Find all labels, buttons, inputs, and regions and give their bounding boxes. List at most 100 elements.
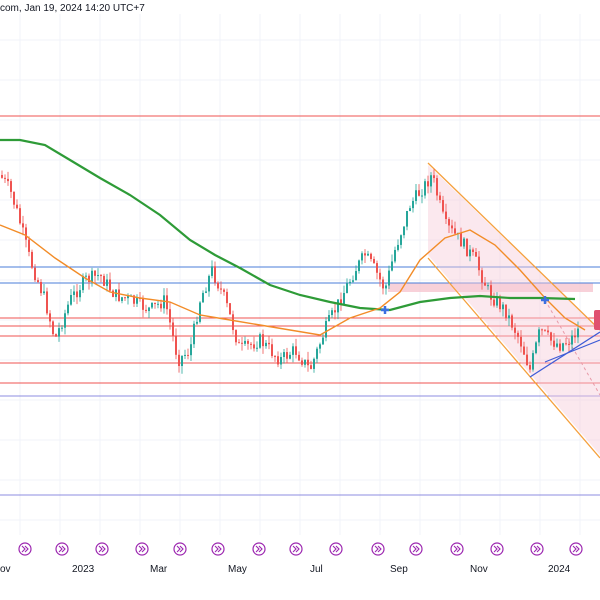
cross-marker — [381, 306, 389, 314]
candle-body — [55, 334, 57, 337]
candle-body — [310, 365, 312, 369]
candle-body — [109, 279, 111, 291]
candle-body — [475, 252, 477, 257]
candle-body — [349, 281, 351, 284]
candle-body — [136, 298, 138, 304]
candle-body — [70, 294, 72, 305]
candle-body — [151, 302, 153, 308]
candle-body — [379, 272, 381, 280]
candle-body — [535, 342, 537, 354]
candle-body — [304, 359, 306, 365]
candle-body — [16, 204, 18, 209]
x-tick-label: Nov — [470, 564, 488, 575]
double-chevron-icon — [533, 545, 541, 553]
candle-body — [331, 310, 333, 316]
candle-body — [340, 299, 342, 305]
candle-body — [223, 289, 225, 292]
candle-body — [196, 321, 198, 324]
candle-body — [424, 181, 426, 196]
candle-body — [64, 313, 66, 328]
candle-body — [250, 343, 252, 345]
candle-body — [145, 309, 147, 312]
horizontal-levels — [0, 115, 600, 496]
candle-body — [487, 285, 489, 287]
candle-body — [31, 251, 33, 268]
candle-body — [127, 295, 129, 299]
candle-body — [439, 195, 441, 201]
candle-body — [499, 297, 501, 310]
candle-body — [58, 328, 60, 337]
candle-body — [121, 297, 123, 301]
rising-trendline-2 — [544, 339, 600, 363]
ma-long-line — [0, 138, 576, 312]
x-tick-label: Jul — [310, 564, 323, 575]
candle-body — [364, 253, 366, 256]
candle-body — [37, 280, 39, 282]
candle-body — [442, 200, 444, 212]
candle-body — [235, 330, 237, 343]
candle-body — [190, 344, 192, 356]
candle-body — [319, 344, 321, 349]
candle-body — [334, 310, 336, 313]
candle-body — [205, 291, 207, 293]
candle-body — [343, 292, 345, 305]
candle-body — [277, 356, 279, 365]
candle-body — [577, 328, 579, 338]
candle-body — [322, 337, 324, 345]
candle-body — [559, 343, 561, 351]
candle-body — [256, 347, 258, 349]
candle-body — [202, 292, 204, 303]
candle-body — [220, 288, 222, 290]
candle-body — [13, 191, 15, 205]
candle-body — [307, 359, 309, 366]
candle-body — [436, 178, 438, 196]
candle-body — [460, 232, 462, 247]
candle-body — [106, 279, 108, 286]
candle-body — [208, 275, 210, 292]
candle-body — [295, 346, 297, 355]
candle-body — [382, 279, 384, 289]
event-icons — [18, 542, 583, 556]
candle-body — [325, 321, 327, 338]
candle-body — [328, 315, 330, 322]
candle-body — [520, 336, 522, 347]
channel-mid-line — [544, 299, 600, 396]
candle-body — [34, 267, 36, 281]
candle-body — [103, 275, 105, 286]
candle-body — [550, 332, 552, 341]
candle-body — [517, 332, 519, 337]
candle-body — [415, 190, 417, 201]
candle-body — [514, 327, 516, 333]
candle-body — [214, 266, 216, 283]
candle-body — [373, 259, 375, 264]
candle-body — [217, 282, 219, 289]
candle-body — [259, 334, 261, 348]
double-chevron-icon — [21, 545, 29, 553]
candle-body — [211, 266, 213, 276]
double-chevron-icon — [292, 545, 300, 553]
candle-body — [19, 208, 21, 224]
candle-body — [316, 348, 318, 359]
chart-grid — [0, 14, 600, 535]
candle-body — [25, 227, 27, 240]
double-chevron-icon — [214, 545, 222, 553]
channel-fill — [428, 165, 600, 455]
candle-body — [124, 297, 126, 299]
candle-body — [226, 291, 228, 304]
candle-body — [352, 280, 354, 282]
candle-body — [49, 313, 51, 322]
candle-body — [88, 275, 90, 282]
double-chevron-icon — [58, 545, 66, 553]
candle-body — [238, 342, 240, 344]
channel-upper-line — [427, 162, 600, 331]
candle-body — [406, 210, 408, 227]
candle-body — [454, 228, 456, 234]
candle-body — [547, 330, 549, 333]
candle-body — [169, 309, 171, 323]
candle-body — [403, 226, 405, 236]
candle-body — [286, 352, 288, 359]
candle-body — [100, 275, 102, 277]
candle-body — [433, 175, 435, 179]
candle-body — [241, 342, 243, 344]
